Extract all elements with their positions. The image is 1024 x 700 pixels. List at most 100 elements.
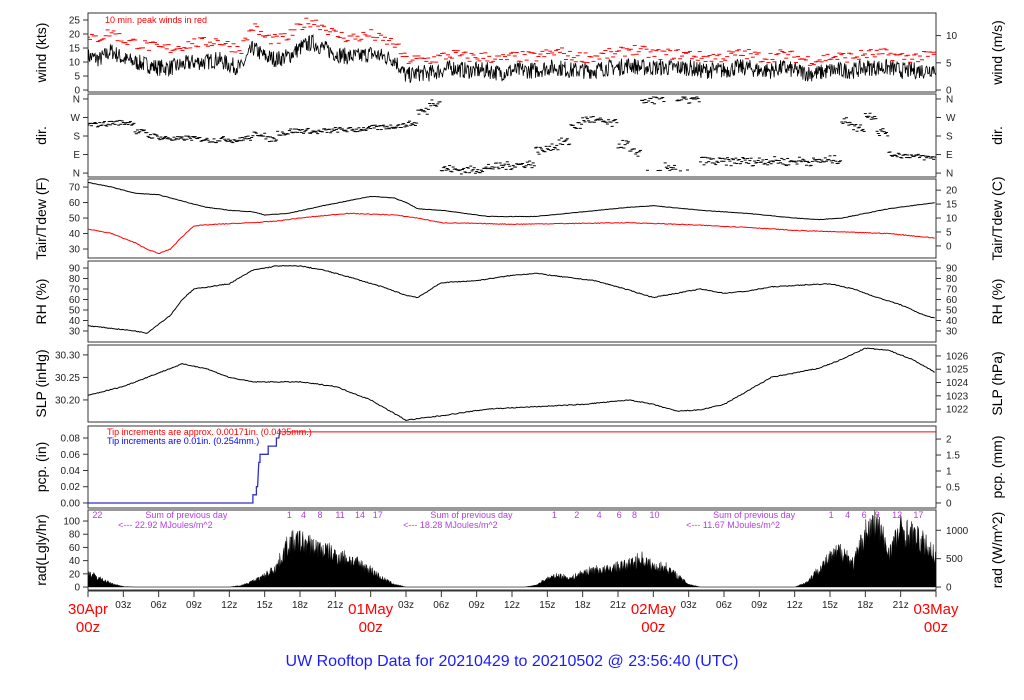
y-tick-label-right: W xyxy=(946,113,956,124)
y-tick-label-right: 500 xyxy=(946,554,963,565)
y-tick-label: 100 xyxy=(63,517,80,528)
pcp-note: Tip increments are 0.01in. (0.254mm.) xyxy=(107,436,259,446)
y-tick-label-right: 40 xyxy=(946,316,958,327)
y-tick-label: 0.04 xyxy=(61,466,81,477)
x-tick-label: 18z xyxy=(857,600,873,611)
y-tick-label: 40 xyxy=(69,556,81,567)
y-tick-label-right: 5 xyxy=(946,227,952,238)
rad-hour-mark: 14 xyxy=(355,510,365,520)
y-axis-label: Tair/Tdew (F) xyxy=(33,177,49,259)
y-tick-label: 90 xyxy=(69,264,81,275)
y-tick-label: 70 xyxy=(69,285,81,296)
y-tick-label-right: 5 xyxy=(946,58,952,69)
rad-hour-mark: 12 xyxy=(892,510,902,520)
y-tick-label-right: 1022 xyxy=(946,405,969,416)
panel-frame xyxy=(87,260,937,343)
rad-hour-mark: 11 xyxy=(335,510,344,520)
panel-frame xyxy=(87,425,937,509)
y-axis-label: dir. xyxy=(33,126,49,145)
y-tick-label-right: 30 xyxy=(946,326,958,337)
y-tick-label: 20 xyxy=(69,30,81,41)
y-tick-label-right: 0 xyxy=(946,86,952,97)
y-tick-label-right: E xyxy=(946,150,953,161)
panel-temp: 30 40 50 60 70 0 5 10 15 20 Tair/Tdew (F) Tair/Tdew… xyxy=(33,176,1005,260)
y-tick-label: 30.20 xyxy=(55,395,80,406)
x-tick-label: 12z xyxy=(504,600,520,611)
y-tick-label: 20 xyxy=(69,569,81,580)
y-tick-label: 40 xyxy=(69,229,81,240)
daily-sum-value: <--- 22.92 MJoules/m^2 xyxy=(118,520,213,530)
x-tick-label: 15z xyxy=(257,600,273,611)
x-tick-label: 03z xyxy=(681,600,697,611)
y-tick-label-right: 0.5 xyxy=(946,482,960,493)
y-tick-label: 0 xyxy=(74,86,80,97)
day-label-time: 00z xyxy=(641,619,665,636)
y-tick-label: 5 xyxy=(74,72,80,83)
x-tick-label: 15z xyxy=(822,600,838,611)
rad-hour-mark: 8 xyxy=(318,510,323,520)
y-axis-label: rad(Lgly/hr) xyxy=(33,514,49,586)
y-tick-label: N xyxy=(73,169,80,180)
y-tick-label-right: 50 xyxy=(946,305,958,316)
y-tick-label: 0.02 xyxy=(61,482,81,493)
y-tick-label: 40 xyxy=(69,316,81,327)
day-label-time: 00z xyxy=(76,619,100,636)
x-tick-label: 06z xyxy=(151,600,167,611)
y-tick-label: 50 xyxy=(69,214,81,225)
y-tick-label: 30.25 xyxy=(55,373,80,384)
y-axis-label-right: pcp. (mm) xyxy=(989,436,1005,499)
x-tick-label: 18z xyxy=(292,600,308,611)
y-axis-label-right: rad (W/m^2) xyxy=(989,512,1005,589)
y-tick-label: 25 xyxy=(69,16,81,27)
y-tick-label: 80 xyxy=(69,530,81,541)
y-axis-label: RH (%) xyxy=(33,279,49,325)
slp-line xyxy=(88,347,935,422)
y-tick-label-right: S xyxy=(946,132,953,143)
panel-frame xyxy=(87,509,937,591)
y-tick-label: 30.30 xyxy=(55,350,80,361)
rad-hour-mark: 6 xyxy=(862,510,867,520)
rad-hour-mark: 4 xyxy=(597,510,602,520)
y-tick-label-right: 80 xyxy=(946,274,958,285)
x-tick-label: 06z xyxy=(433,600,449,611)
y-tick-label: 30 xyxy=(69,245,81,256)
panel-frame xyxy=(87,93,937,178)
rad-hour-mark: 1 xyxy=(829,510,834,520)
rad-hour-mark: 1 xyxy=(552,510,557,520)
daily-sum-label: Sum of previous day xyxy=(145,510,228,520)
x-tick-label: 12z xyxy=(787,600,803,611)
y-tick-label-right: 1.5 xyxy=(946,451,960,462)
panel-wind: 0 5 10 15 20 25 0 5 10 wind (kts) wind (m/s) 10 min… xyxy=(33,12,1005,97)
x-tick-label: 09z xyxy=(186,600,202,611)
y-tick-label-right: 1000 xyxy=(946,526,969,537)
panel-slp: 30.20 30.25 30.30 1022 1023 1024 1025 1026 SLP (… xyxy=(33,344,1005,423)
y-tick-label-right: 70 xyxy=(946,285,958,296)
y-tick-label-right: 20 xyxy=(946,186,958,197)
y-tick-label-right: 0 xyxy=(946,241,952,252)
pcp-note: Tip increments are approx. 0.00171in. (0… xyxy=(107,427,312,437)
rad-hour-mark: 6 xyxy=(617,510,622,520)
daily-sum-label: Sum of previous day xyxy=(713,510,796,520)
y-axis-label-right: Tair/Tdew (C) xyxy=(989,176,1005,260)
y-tick-label-right: 1025 xyxy=(946,365,969,376)
y-tick-label: 70 xyxy=(69,183,81,194)
rad-hour-mark: 17 xyxy=(913,510,923,520)
x-tick-label: 12z xyxy=(221,600,237,611)
tair-line xyxy=(88,182,935,221)
tdew-line xyxy=(88,212,935,254)
daily-sum-value: <--- 18.28 MJoules/m^2 xyxy=(403,520,498,530)
y-tick-label-right: 10 xyxy=(946,214,958,225)
y-tick-label: 80 xyxy=(69,274,81,285)
wind-annotation: 10 min. peak winds in red xyxy=(105,15,207,25)
rad-hour-mark: 2 xyxy=(574,510,579,520)
rad-area xyxy=(88,510,936,588)
daily-sum-label: Sum of previous day xyxy=(430,510,513,520)
y-axis-label: SLP (inHg) xyxy=(33,349,49,417)
rad-hour-mark: 17 xyxy=(373,510,383,520)
y-tick-label: 15 xyxy=(69,44,81,55)
rad-hour-mark: 22 xyxy=(92,510,102,520)
x-tick-label: 03z xyxy=(398,600,414,611)
y-tick-label: 0.06 xyxy=(61,450,81,461)
